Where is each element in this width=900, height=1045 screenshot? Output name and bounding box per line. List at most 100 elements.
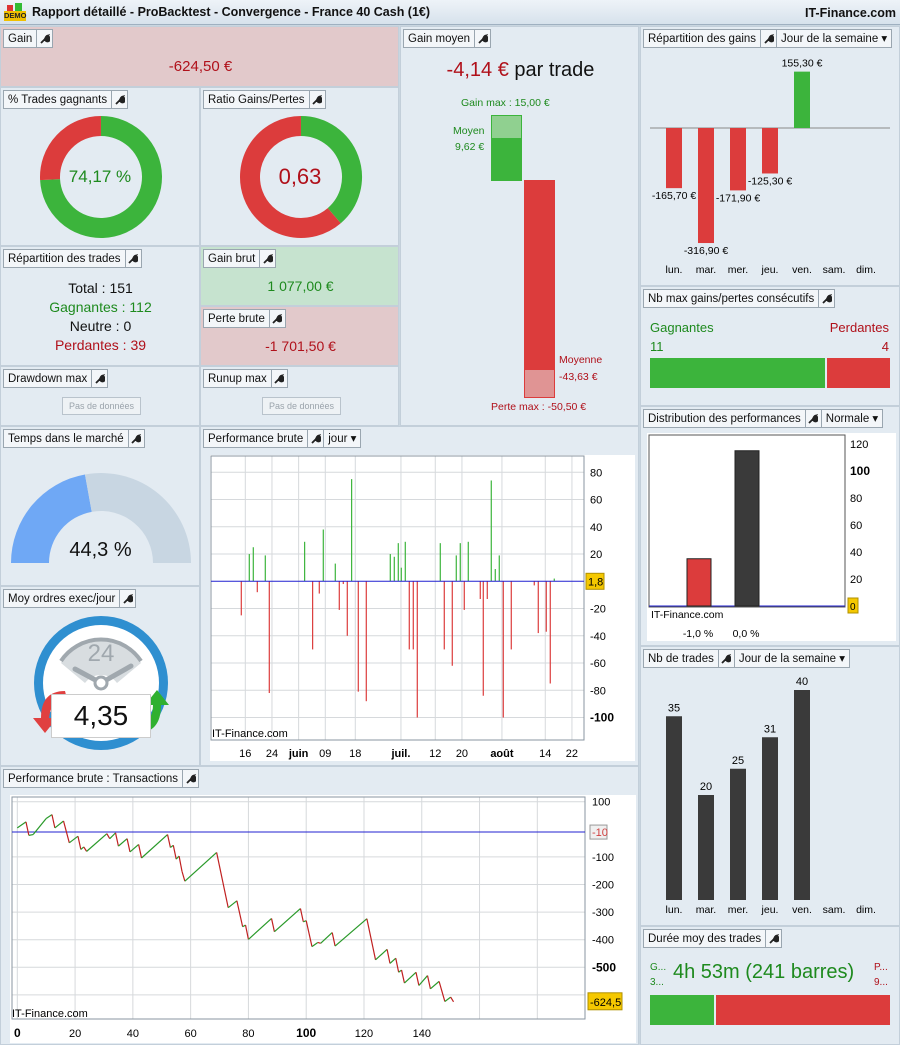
distribution-tab[interactable]: Distribution des performances Normale ▾ xyxy=(643,409,884,428)
orders-tab[interactable]: Moy ordres exec/jour xyxy=(3,589,137,608)
wrench-icon[interactable] xyxy=(119,590,135,607)
wrench-icon[interactable] xyxy=(182,770,198,787)
wrench-icon[interactable] xyxy=(818,290,834,307)
loss-max-bar xyxy=(524,369,555,398)
x-tick-label: 140 xyxy=(413,1028,431,1040)
drawdown-panel: Drawdown max Pas de données xyxy=(0,366,200,426)
x-tick-label: mar. xyxy=(696,904,716,916)
wrench-icon[interactable] xyxy=(760,30,776,47)
brand-label: IT-Finance.com xyxy=(805,6,896,20)
trades-by-day-tab[interactable]: Nb de trades Jour de la semaine ▾ xyxy=(643,649,850,668)
y-tick-label: -400 xyxy=(592,935,614,947)
wrench-icon[interactable] xyxy=(127,430,144,447)
wrench-icon[interactable] xyxy=(804,410,821,427)
trades-neutral: Neutre : 0 xyxy=(69,318,132,334)
gross-gain-value: 1 077,00 € xyxy=(267,278,334,294)
consecutive-tab[interactable]: Nb max gains/pertes consécutifs xyxy=(643,289,836,308)
gross-gain-tab[interactable]: Gain brut xyxy=(203,249,277,268)
plot-frame xyxy=(210,455,585,741)
y-tick-label: -40 xyxy=(590,631,606,643)
equity-tab[interactable]: Performance brute : Transactions xyxy=(3,769,200,788)
daily-perf-tab[interactable]: Performance brute jour ▾ xyxy=(203,429,362,448)
wrench-icon[interactable] xyxy=(268,310,285,327)
x-tick-label: jeu. xyxy=(761,264,779,276)
wrench-icon[interactable] xyxy=(124,250,141,267)
time-in-market-tab[interactable]: Temps dans le marché xyxy=(3,429,145,448)
trades-groupby-dropdown[interactable]: Jour de la semaine ▾ xyxy=(733,650,849,667)
equity-segment xyxy=(86,833,108,852)
wrench-icon[interactable] xyxy=(111,91,127,108)
equity-segment xyxy=(83,846,88,852)
watermark: IT-Finance.com xyxy=(12,1008,88,1020)
equity-segment xyxy=(216,852,229,908)
gross-loss-tab[interactable]: Perte brute xyxy=(203,309,286,328)
equity-segment xyxy=(62,820,70,843)
equity-chart: 100 -100 -200 -300 -400 -500 0 20 40 60 80 100 120 14… xyxy=(10,795,636,1043)
wrench-icon[interactable] xyxy=(91,370,107,387)
gain-bar-label: -171,90 € xyxy=(716,192,761,204)
groupby-dropdown[interactable]: Jour de la semaine ▾ xyxy=(776,30,891,47)
wrench-icon[interactable] xyxy=(765,930,781,947)
duration-tab[interactable]: Durée moy des trades xyxy=(643,929,783,948)
gain-bar-label: -125,30 € xyxy=(748,175,793,187)
trades-bar-label: 31 xyxy=(764,723,776,735)
trades-list: Total : 151 Gagnantes : 112 Neutre : 0 P… xyxy=(1,279,200,355)
daily-perf-chart: 80 60 40 20 -20 -40 -60 -80 -100 16 24 juin 09 18 juil… xyxy=(210,455,635,761)
trades-tab[interactable]: Répartition des trades xyxy=(3,249,142,268)
avg-gain-value: -4,14 € xyxy=(446,59,509,81)
win-streak-bar xyxy=(650,358,825,388)
consecutive-panel: Nb max gains/pertes consécutifs Gagnante… xyxy=(640,286,900,406)
equity-segment xyxy=(244,924,250,940)
equity-segment xyxy=(366,918,377,960)
gain-bar xyxy=(698,128,714,244)
equity-segment xyxy=(438,981,446,1002)
wrench-icon[interactable] xyxy=(259,250,275,267)
gross-loss-value: -1 701,50 € xyxy=(265,338,336,354)
equity-segment xyxy=(141,834,168,859)
x-tick-label: 0,0 % xyxy=(733,628,760,640)
avg-gain-tab[interactable]: Gain moyen xyxy=(403,29,492,48)
loss-duration-bar xyxy=(716,995,890,1025)
equity-segment xyxy=(444,996,452,1003)
gain-tab[interactable]: Gain xyxy=(3,29,54,48)
wrench-icon[interactable] xyxy=(308,91,325,108)
duration-value: 4h 53m (241 barres) xyxy=(673,961,855,983)
y-tick-label: 120 xyxy=(850,439,868,451)
period-value: jour xyxy=(328,433,348,445)
wrench-icon[interactable] xyxy=(36,30,52,47)
arrow-up-icon xyxy=(137,690,169,733)
x-tick-label: mer. xyxy=(728,264,748,276)
last-value-label: -624,5 xyxy=(590,997,621,1009)
win-pct-tab[interactable]: % Trades gagnants xyxy=(3,90,129,109)
equity-segment xyxy=(32,818,47,835)
distribution-dropdown[interactable]: Normale ▾ xyxy=(820,410,882,427)
runup-tab[interactable]: Runup max xyxy=(203,369,288,388)
equity-segment xyxy=(77,836,82,850)
x-tick-label: juil. xyxy=(390,748,410,760)
ratio-tab[interactable]: Ratio Gains/Pertes xyxy=(203,90,326,109)
duration-label: Durée moy des trades xyxy=(648,933,762,945)
equity-segment xyxy=(236,900,244,927)
equity-segment xyxy=(430,980,440,990)
equity-segment xyxy=(450,996,455,1003)
x-tick-label: 80 xyxy=(242,1028,254,1040)
gain-value: -624,50 € xyxy=(168,58,233,75)
wrench-icon[interactable] xyxy=(474,30,490,47)
equity-segment xyxy=(320,932,333,944)
period-dropdown[interactable]: jour ▾ xyxy=(323,430,360,447)
drawdown-tab[interactable]: Drawdown max xyxy=(3,369,109,388)
equity-segment xyxy=(248,918,272,940)
zero-badge xyxy=(847,597,859,614)
y-tick-label: 80 xyxy=(590,467,602,479)
x-tick-label: sam. xyxy=(823,904,846,916)
wrench-icon[interactable] xyxy=(270,370,287,387)
equity-segment xyxy=(109,832,116,840)
trades-bar xyxy=(794,690,810,900)
gauge-fill xyxy=(11,474,92,563)
wrench-icon[interactable] xyxy=(717,650,734,667)
gains-by-day-tab[interactable]: Répartition des gains Jour de la semaine … xyxy=(643,29,893,48)
trades-label: Répartition des trades xyxy=(8,253,121,265)
clock-number: 24 xyxy=(88,640,115,667)
wrench-icon[interactable] xyxy=(307,430,323,447)
gain-bar-label: -165,70 € xyxy=(652,190,697,202)
